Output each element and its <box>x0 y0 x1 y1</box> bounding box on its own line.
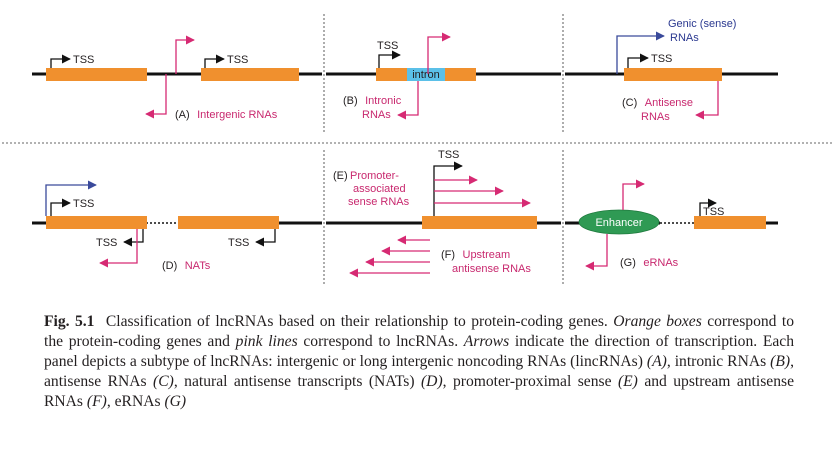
upstream-antisense-rnas <box>349 235 430 278</box>
lncrna-sense-arrow <box>175 35 195 74</box>
panel-f-label: (F) Upstream <box>441 245 510 262</box>
tss-label: TSS <box>651 53 672 65</box>
lncrna-antisense-arrow <box>145 74 167 119</box>
caption-text: correspond to lncRNAs. <box>303 333 459 350</box>
erna-antisense-arrow <box>585 234 608 271</box>
tss-arrow <box>699 198 717 216</box>
tss-label: TSS <box>73 198 94 210</box>
tss-label: TSS <box>96 237 117 249</box>
panel-b-label-line2: RNAs <box>362 109 391 121</box>
caption-italic: (E) <box>617 373 638 390</box>
figure-caption: Fig. 5.1 Classification of lncRNAs based… <box>44 312 794 412</box>
gene-box <box>201 68 299 81</box>
caption-italic: Arrows <box>463 333 510 350</box>
tss-arrow <box>627 53 649 68</box>
caption-italic: (C) <box>153 373 174 390</box>
lncrna-antisense-arrow <box>397 81 419 120</box>
caption-text: and upstream antisense RNAs <box>44 373 795 410</box>
figure-number: Fig. 5.1 <box>44 313 95 330</box>
tss-label: TSS <box>73 54 94 66</box>
genic-sense-arrow <box>616 31 665 74</box>
gene-box <box>46 68 147 81</box>
caption-italic: (B) <box>770 353 791 370</box>
tss-label: TSS <box>703 206 724 218</box>
lncrna-antisense-arrow <box>695 81 719 120</box>
caption-text: , eRNAs <box>106 393 161 410</box>
caption-italic: (G) <box>164 393 187 410</box>
erna-sense-arrow <box>622 179 645 210</box>
panel-c-label-line2: RNAs <box>641 111 670 123</box>
panel-e-label-line2: associated <box>353 183 406 195</box>
tss-label: TSS <box>438 149 459 161</box>
panel-g: Enhancer TSS (G) eRNAs <box>565 179 778 271</box>
tss-arrow <box>50 198 71 216</box>
panel-b: intron TSS (B) Intronic RNAs <box>326 32 561 121</box>
genic-sense-arrow <box>45 180 97 216</box>
caption-text: , natural antisense transcripts (NATs) <box>173 373 415 390</box>
promoter-sense-rnas <box>434 175 531 208</box>
caption-text: , promoter-proximal sense <box>442 373 612 390</box>
caption-italic: pink lines <box>235 333 298 350</box>
panel-dividers <box>2 14 832 285</box>
caption-text: , intronic RNAs <box>666 353 767 370</box>
gene-box <box>694 216 766 229</box>
panel-b-label: (B) Intronic <box>343 91 402 108</box>
panel-f-label-line2: antisense RNAs <box>452 263 531 275</box>
panel-a-label: (A) Intergenic RNAs <box>175 105 278 122</box>
caption-text: indicate the direction of transcription.… <box>44 333 795 370</box>
tss-arrow <box>123 229 144 247</box>
enhancer-element <box>578 209 660 235</box>
caption-italic: (D) <box>420 373 443 390</box>
caption-italic: (A) <box>646 353 667 370</box>
tss-arrow <box>433 161 463 216</box>
panel-d-label: (D) NATs <box>162 256 211 273</box>
tss-arrow <box>255 229 276 247</box>
caption-italic: Orange boxes <box>613 313 702 330</box>
tss-label: TSS <box>377 40 398 52</box>
caption-text: Classification of lncRNAs based on their… <box>105 313 608 330</box>
panel-d: TSS TSS TSS (D) NATs <box>32 180 322 273</box>
genic-sense-label-line2: RNAs <box>670 32 699 44</box>
tss-arrow <box>50 54 71 68</box>
tss-arrow <box>204 54 225 68</box>
panel-c: Genic (sense) RNAs TSS (C) Antisense RNA… <box>565 18 778 123</box>
caption-text: , antisense RNAs <box>44 353 794 390</box>
caption-italic: (F) <box>86 393 107 410</box>
intron-box <box>407 68 445 81</box>
nat-antisense-arrow <box>99 229 138 268</box>
panel-e-letter: (E) <box>333 170 348 182</box>
genic-sense-label: Genic (sense) <box>668 18 736 30</box>
gene-box <box>624 68 722 81</box>
gene-box <box>422 216 537 229</box>
caption-text: correspond to the protein-coding genes a… <box>44 313 795 350</box>
panel-a: TSS TSS (A) Intergenic RNAs <box>32 35 322 122</box>
enhancer-label: Enhancer <box>595 217 642 229</box>
panel-e-f: TSS (E) Promoter- associated sense RNAs … <box>326 149 561 278</box>
panel-c-label: (C) Antisense <box>622 93 693 110</box>
tss-arrow <box>378 50 401 68</box>
intron-label: intron <box>412 69 440 81</box>
gene-box <box>46 216 147 229</box>
panel-e-label-line3: sense RNAs <box>348 196 410 208</box>
panel-e-label: Promoter- <box>350 170 399 182</box>
tss-label: TSS <box>228 237 249 249</box>
panel-g-label: (G) eRNAs <box>620 253 679 270</box>
lncrna-classification-diagram: TSS TSS (A) Intergenic RNAs intron TSS (… <box>2 14 832 285</box>
gene-box <box>178 216 279 229</box>
lncrna-sense-arrow <box>427 32 451 74</box>
tss-label: TSS <box>227 54 248 66</box>
